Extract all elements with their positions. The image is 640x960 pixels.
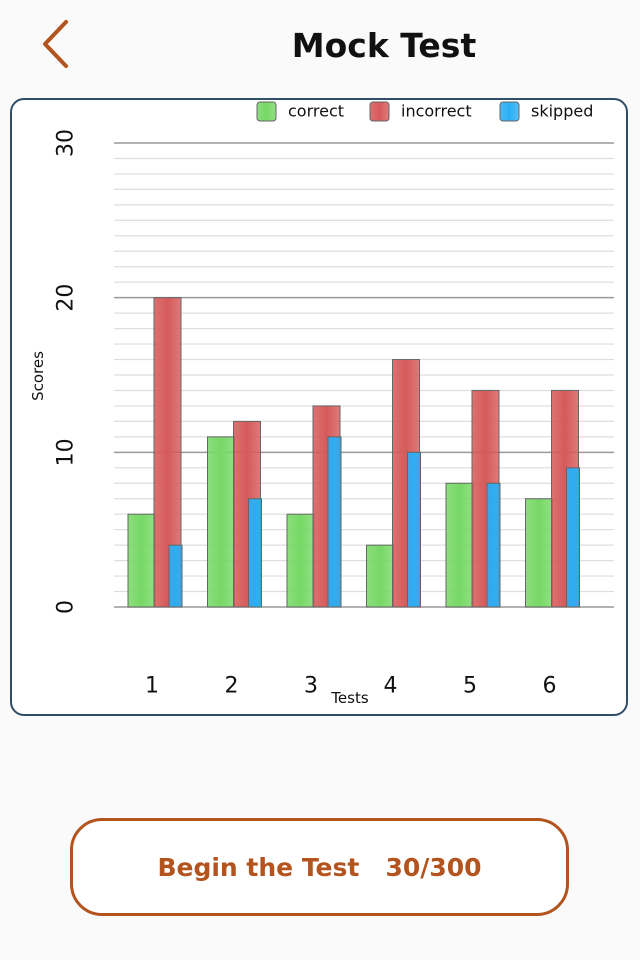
bar-skipped-5 bbox=[486, 482, 501, 608]
bar-skipped-6 bbox=[566, 467, 580, 608]
bar-correct-2 bbox=[207, 436, 235, 608]
bar-correct-1 bbox=[127, 513, 156, 608]
x-axis-label: Tests bbox=[330, 689, 369, 707]
legend-label-correct: correct bbox=[288, 102, 344, 121]
chevron-left-icon bbox=[43, 20, 68, 68]
bar-correct-4 bbox=[366, 544, 394, 608]
x-tick-label: 2 bbox=[225, 674, 239, 699]
legend-label-incorrect: incorrect bbox=[401, 102, 472, 121]
bar-correct-5 bbox=[445, 482, 474, 608]
begin-test-label: Begin the Test 30/300 bbox=[157, 852, 482, 882]
scores-chart-card: 0 10 20 30 Scores 1 2 3 4 5 6 Tests correct incorrect… bbox=[10, 98, 628, 716]
back-button[interactable] bbox=[36, 18, 80, 74]
x-tick-label: 6 bbox=[543, 674, 557, 699]
legend-swatch-correct bbox=[256, 101, 277, 122]
bar-correct-3 bbox=[286, 513, 315, 608]
scores-chart: 0 10 20 30 Scores 1 2 3 4 5 6 Tests correct incorrect… bbox=[29, 101, 614, 707]
legend-swatch-skipped bbox=[499, 101, 520, 122]
bar-skipped-2 bbox=[248, 498, 262, 608]
begin-test-button[interactable]: Begin the Test 30/300 bbox=[70, 818, 569, 916]
page-title: Mock Test bbox=[291, 26, 477, 65]
y-tick-label: 30 bbox=[54, 129, 79, 157]
y-tick-label: 0 bbox=[54, 600, 79, 614]
x-tick-label: 4 bbox=[384, 674, 398, 699]
x-tick-label: 1 bbox=[145, 674, 159, 699]
legend-swatch-incorrect bbox=[369, 101, 390, 122]
x-tick-label: 3 bbox=[304, 674, 318, 699]
bar-skipped-4 bbox=[407, 451, 421, 608]
y-tick-label: 10 bbox=[54, 438, 79, 466]
x-tick-label: 5 bbox=[463, 674, 477, 699]
bar-skipped-3 bbox=[327, 436, 342, 608]
y-tick-label: 20 bbox=[54, 284, 79, 312]
bar-correct-6 bbox=[525, 498, 553, 608]
bar-skipped-1 bbox=[168, 544, 183, 608]
legend-label-skipped: skipped bbox=[531, 102, 593, 121]
header: Mock Test bbox=[0, 0, 640, 96]
y-axis-label: Scores bbox=[29, 351, 47, 401]
